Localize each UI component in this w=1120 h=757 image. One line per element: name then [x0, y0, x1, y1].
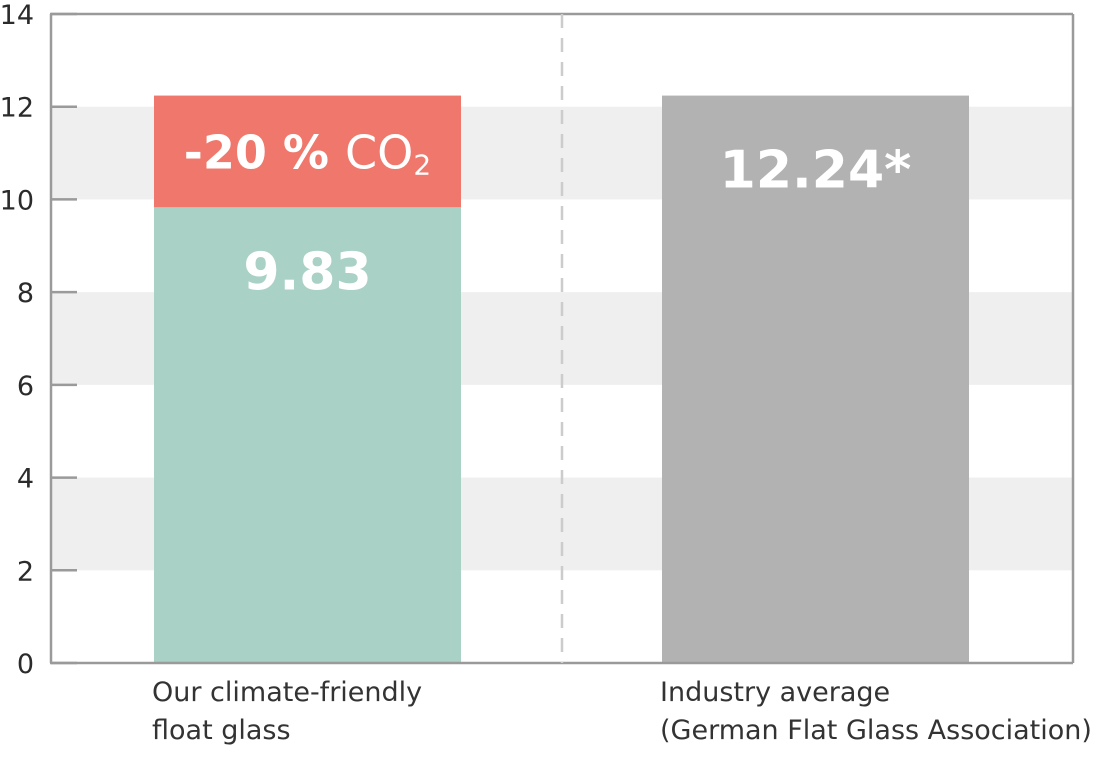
- y-axis: 0 2 4 6 8 10 12 14: [0, 0, 77, 680]
- category-label-industry: Industry average (German Flat Glass Asso…: [660, 674, 1092, 750]
- y-tick-label: 0: [17, 649, 34, 680]
- co2-subscript: 2: [413, 148, 431, 181]
- y-tick-label: 14: [0, 0, 34, 31]
- plot-frame: [49, 12, 1075, 665]
- category-label-ours-line1: Our climate-friendly: [152, 677, 423, 708]
- category-label-ours: Our climate-friendly float glass: [152, 674, 422, 750]
- y-tick-label: 6: [17, 371, 34, 402]
- y-tick-label: 4: [17, 464, 34, 495]
- y-tick-label: 2: [17, 556, 34, 587]
- data-label-reduction: -20 % CO2: [184, 125, 431, 181]
- bar-segment: [662, 95, 969, 664]
- y-tick-label: 12: [0, 93, 34, 124]
- bars-layer: 9.83 -20 % CO2 12.24*: [154, 95, 969, 664]
- category-label-industry-line2: (German Flat Glass Association): [660, 715, 1092, 746]
- data-label-ours: 9.83: [243, 242, 371, 302]
- bar-segment: [154, 207, 461, 664]
- bar-segment: [154, 95, 461, 208]
- reduction-percent: -20 %: [184, 125, 345, 179]
- y-tick-label: 8: [17, 278, 34, 309]
- y-tick-label: 10: [0, 185, 34, 216]
- co2-unit: CO: [345, 125, 413, 179]
- category-label-industry-line1: Industry average: [660, 677, 891, 708]
- category-label-ours-line2: float glass: [152, 715, 291, 746]
- data-label-industry: 12.24*: [720, 141, 912, 201]
